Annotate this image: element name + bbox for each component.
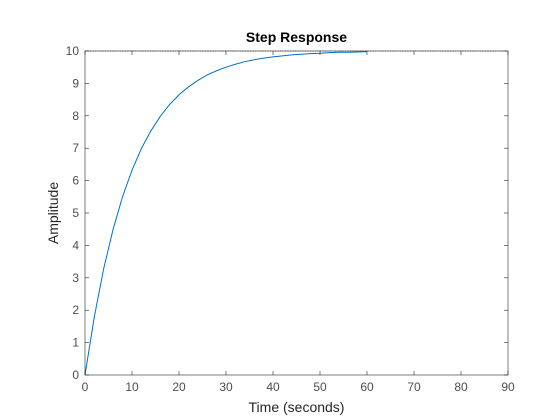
x-tick-label: 0 bbox=[82, 380, 89, 394]
plot-area bbox=[85, 51, 508, 375]
y-tick-label: 8 bbox=[72, 109, 79, 123]
x-axis-ticks: 0 10 20 30 40 50 60 70 80 90 bbox=[82, 51, 515, 394]
y-tick-label: 6 bbox=[72, 174, 79, 188]
y-tick-label: 1 bbox=[72, 336, 79, 350]
y-axis-label: Amplitude bbox=[45, 182, 61, 244]
x-tick-label: 30 bbox=[219, 380, 233, 394]
chart-title: Step Response bbox=[246, 29, 347, 45]
y-tick-label: 3 bbox=[72, 271, 79, 285]
x-tick-label: 90 bbox=[501, 380, 515, 394]
y-tick-label: 7 bbox=[72, 141, 79, 155]
y-tick-label: 5 bbox=[72, 206, 79, 220]
y-tick-label: 9 bbox=[72, 76, 79, 90]
x-tick-label: 20 bbox=[172, 380, 186, 394]
y-tick-label: 4 bbox=[72, 238, 79, 252]
y-axis-ticks: 0 1 2 3 4 5 6 7 8 9 10 bbox=[66, 44, 508, 382]
x-tick-label: 50 bbox=[313, 380, 327, 394]
x-tick-label: 80 bbox=[454, 380, 468, 394]
x-tick-label: 60 bbox=[360, 380, 374, 394]
x-tick-label: 70 bbox=[407, 380, 421, 394]
y-tick-label: 0 bbox=[72, 368, 79, 382]
y-tick-label: 10 bbox=[66, 44, 80, 58]
x-axis-label: Time (seconds) bbox=[249, 399, 345, 415]
x-tick-label: 40 bbox=[266, 380, 280, 394]
x-tick-label: 10 bbox=[125, 380, 139, 394]
y-tick-label: 2 bbox=[72, 303, 79, 317]
